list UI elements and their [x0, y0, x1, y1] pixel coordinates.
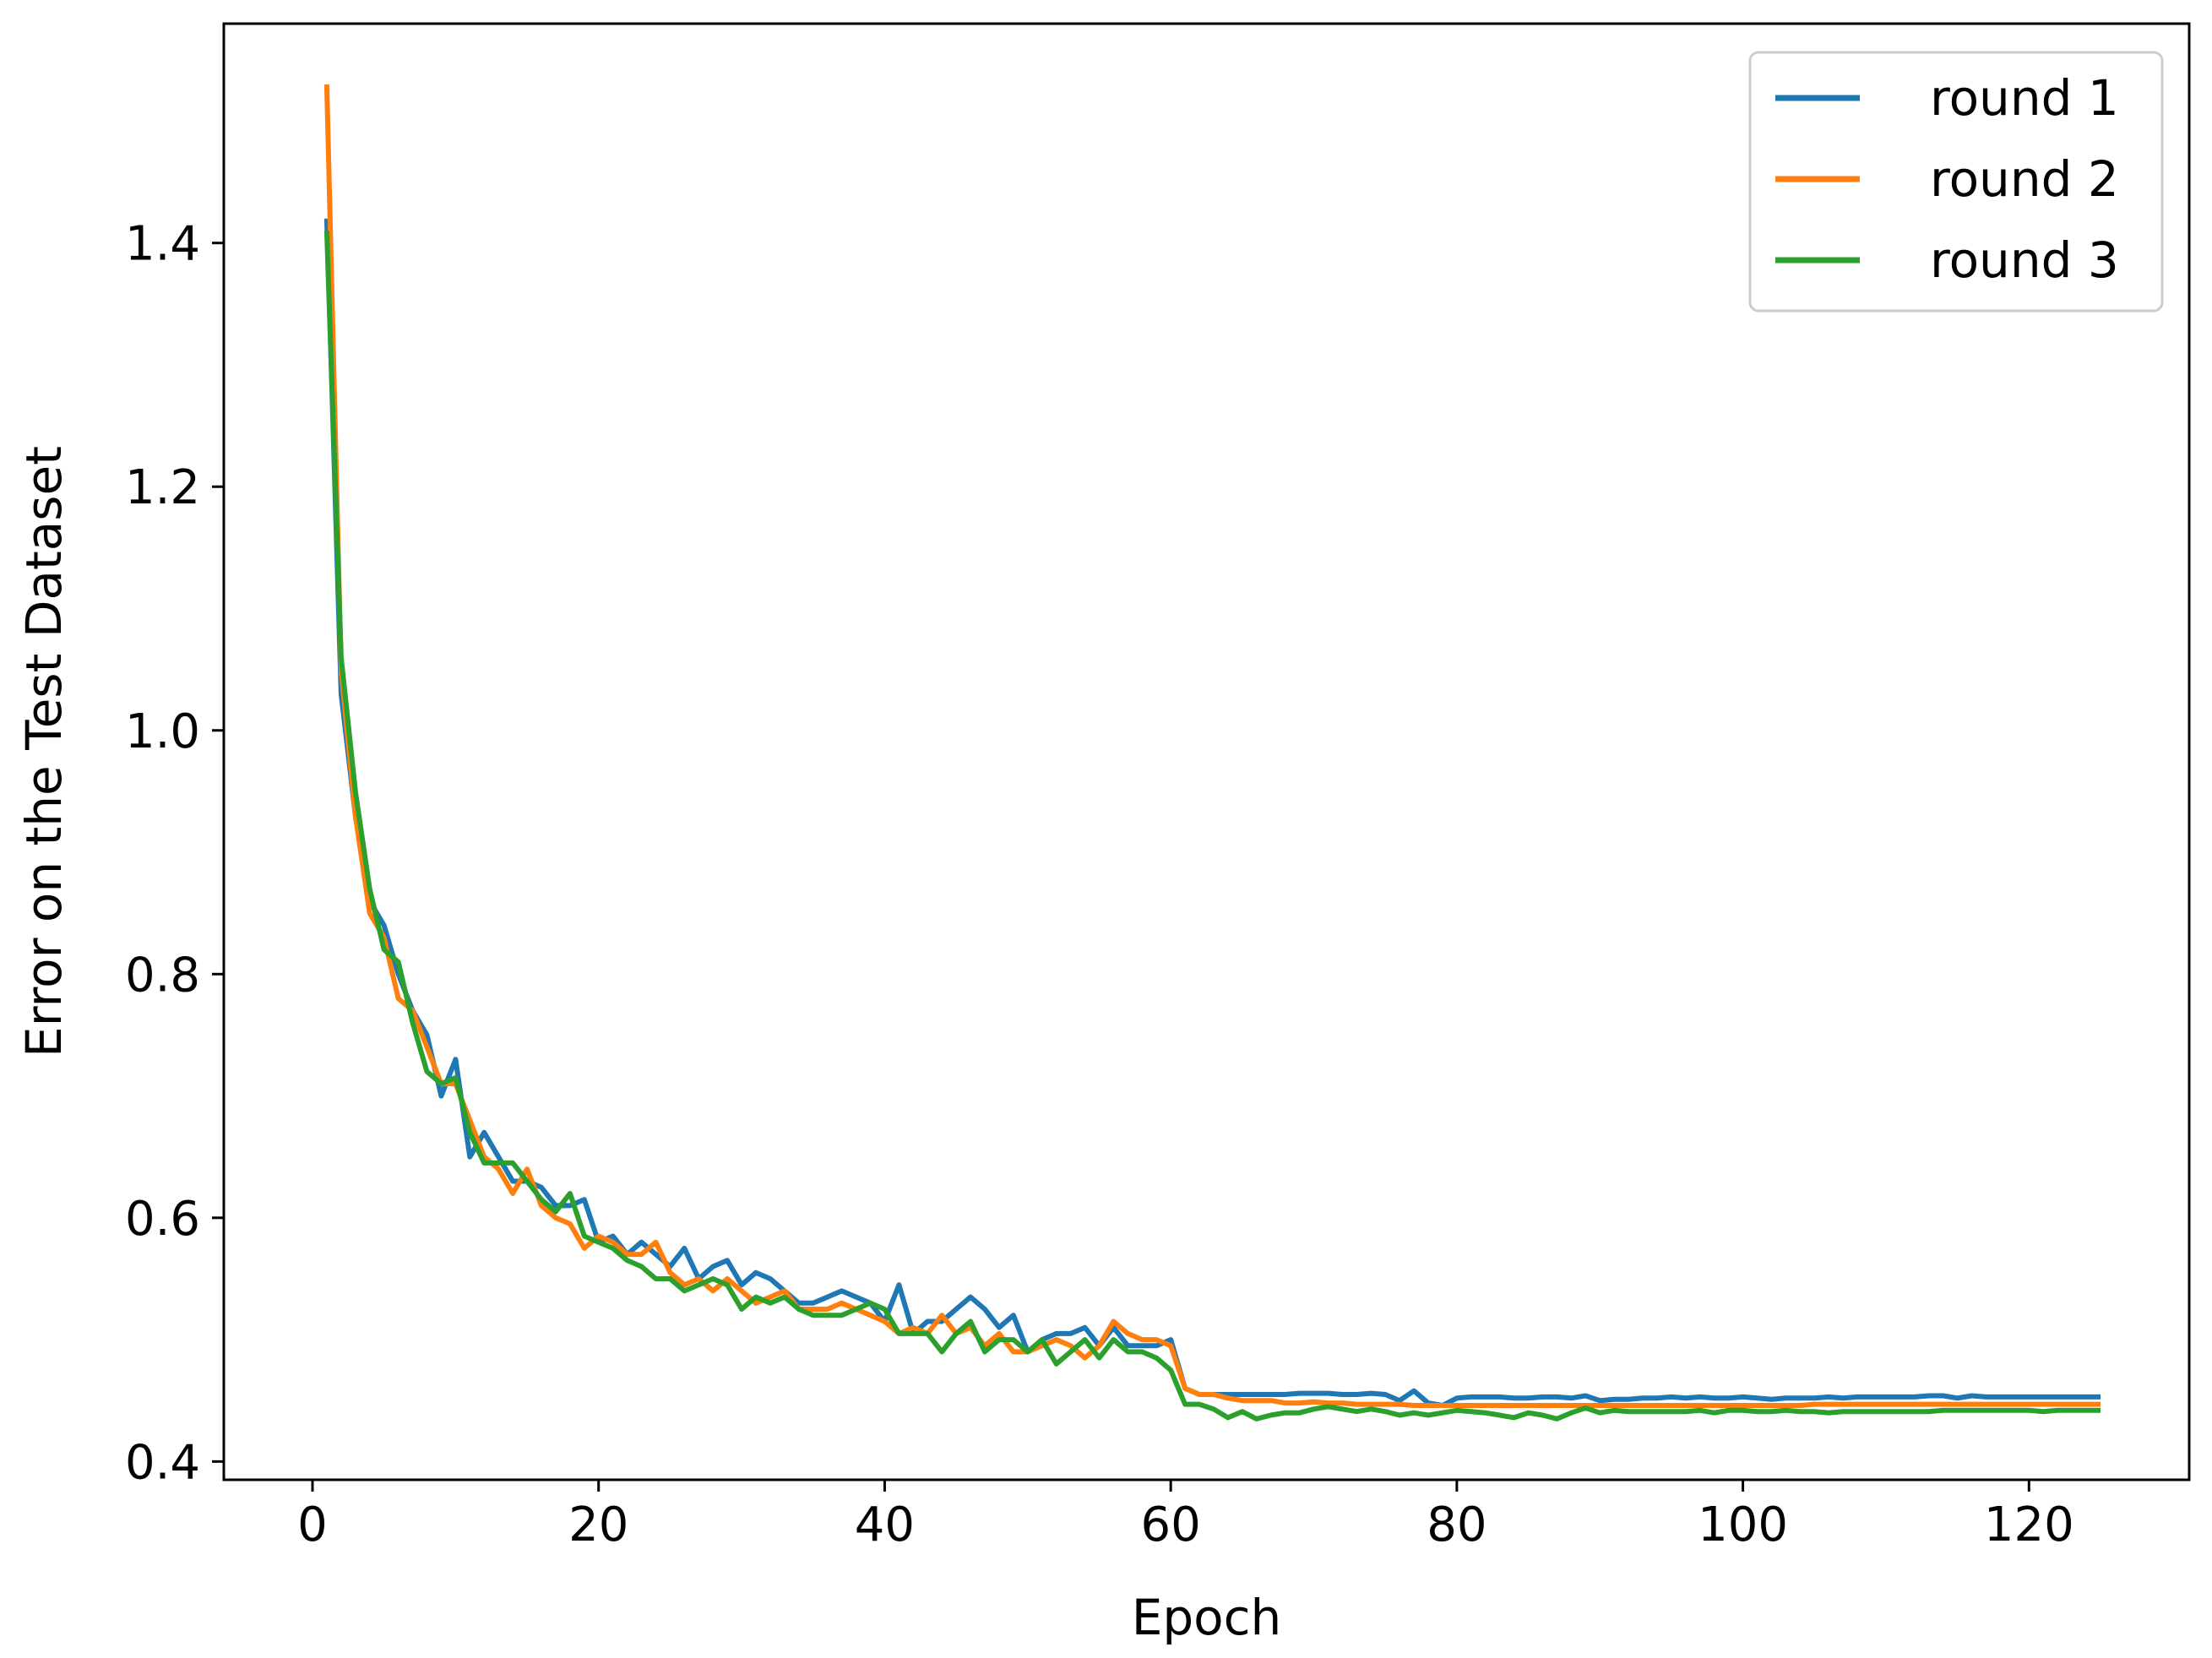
x-tick-label: 60	[1141, 1498, 1201, 1552]
legend-label-round-1: round 1	[1930, 69, 2119, 127]
x-tick-label: 40	[855, 1498, 915, 1552]
y-tick-label: 1.4	[125, 217, 200, 272]
axes-frame	[222, 22, 2191, 1481]
series-group	[323, 84, 2101, 1422]
x-tick-label: 120	[1984, 1498, 2074, 1552]
y-axis: 0.4 0.6 0.8 1.0 1.2 1.4	[125, 217, 224, 1490]
x-tick-label: 0	[297, 1498, 328, 1552]
x-axis: 0 20 40 60 80 100 120	[297, 1480, 2074, 1552]
y-axis-label: Error on the Test Dataset	[15, 446, 73, 1057]
legend: round 1 round 2 round 3	[1748, 51, 2164, 313]
y-tick-label: 0.4	[125, 1435, 200, 1490]
x-tick-label: 80	[1427, 1498, 1486, 1552]
x-tick-label: 100	[1698, 1498, 1788, 1552]
series-line-round-3	[323, 231, 2101, 1422]
legend-box	[1748, 51, 2164, 313]
y-tick-label: 0.8	[125, 948, 200, 1003]
x-axis-label: Epoch	[1132, 1589, 1282, 1646]
legend-label-round-2: round 2	[1930, 150, 2119, 208]
y-tick-label: 1.2	[125, 460, 200, 515]
x-tick-label: 20	[568, 1498, 628, 1552]
y-tick-label: 0.6	[125, 1192, 200, 1247]
series-line-round-2	[323, 84, 2101, 1408]
y-tick-label: 1.0	[125, 704, 200, 759]
legend-label-round-3: round 3	[1930, 231, 2119, 289]
